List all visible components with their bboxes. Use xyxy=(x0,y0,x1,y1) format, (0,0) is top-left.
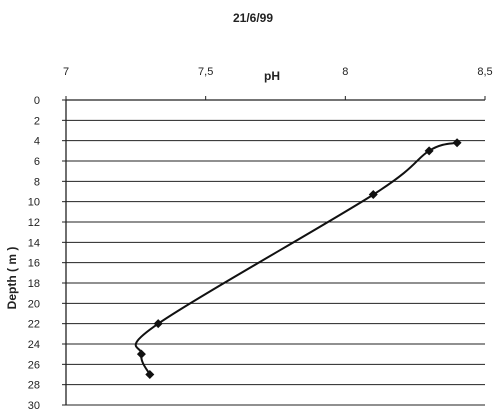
x-tick-label: 8 xyxy=(342,66,348,78)
grid-lines xyxy=(66,119,485,406)
y-tick-label: 4 xyxy=(34,136,40,148)
y-tick-label: 2 xyxy=(34,115,40,127)
data-point-marker xyxy=(424,146,434,156)
y-axis-title: Depth ( m ) xyxy=(5,247,19,310)
data-point-marker xyxy=(136,349,146,359)
y-tick-label: 14 xyxy=(28,237,40,249)
data-point-marker xyxy=(153,319,163,329)
data-point-marker xyxy=(368,190,378,200)
y-tick-label: 18 xyxy=(28,278,40,290)
axes xyxy=(62,96,486,406)
y-tick-label: 28 xyxy=(28,380,40,392)
y-tick-label: 10 xyxy=(28,197,40,209)
x-tick-label: 8,5 xyxy=(477,66,492,78)
series xyxy=(134,138,462,379)
y-tick-label: 12 xyxy=(28,217,40,229)
x-tick-label: 7 xyxy=(63,66,69,78)
y-tick-label: 8 xyxy=(34,176,40,188)
data-point-marker xyxy=(145,370,155,379)
x-axis-title: pH xyxy=(264,69,280,83)
y-tick-label: 24 xyxy=(28,339,40,351)
data-point-marker xyxy=(452,138,462,148)
y-tick-label: 16 xyxy=(28,258,40,270)
y-tick-label: 20 xyxy=(28,298,40,310)
y-tick-label: 0 xyxy=(34,95,40,107)
x-tick-label: 7,5 xyxy=(198,66,213,78)
y-tick-label: 26 xyxy=(28,359,40,371)
series-line-0 xyxy=(134,141,458,375)
y-tick-label: 22 xyxy=(28,319,40,331)
y-tick-label: 30 xyxy=(28,400,40,412)
chart-title: 21/6/99 xyxy=(233,11,273,25)
y-tick-label: 6 xyxy=(34,156,40,168)
